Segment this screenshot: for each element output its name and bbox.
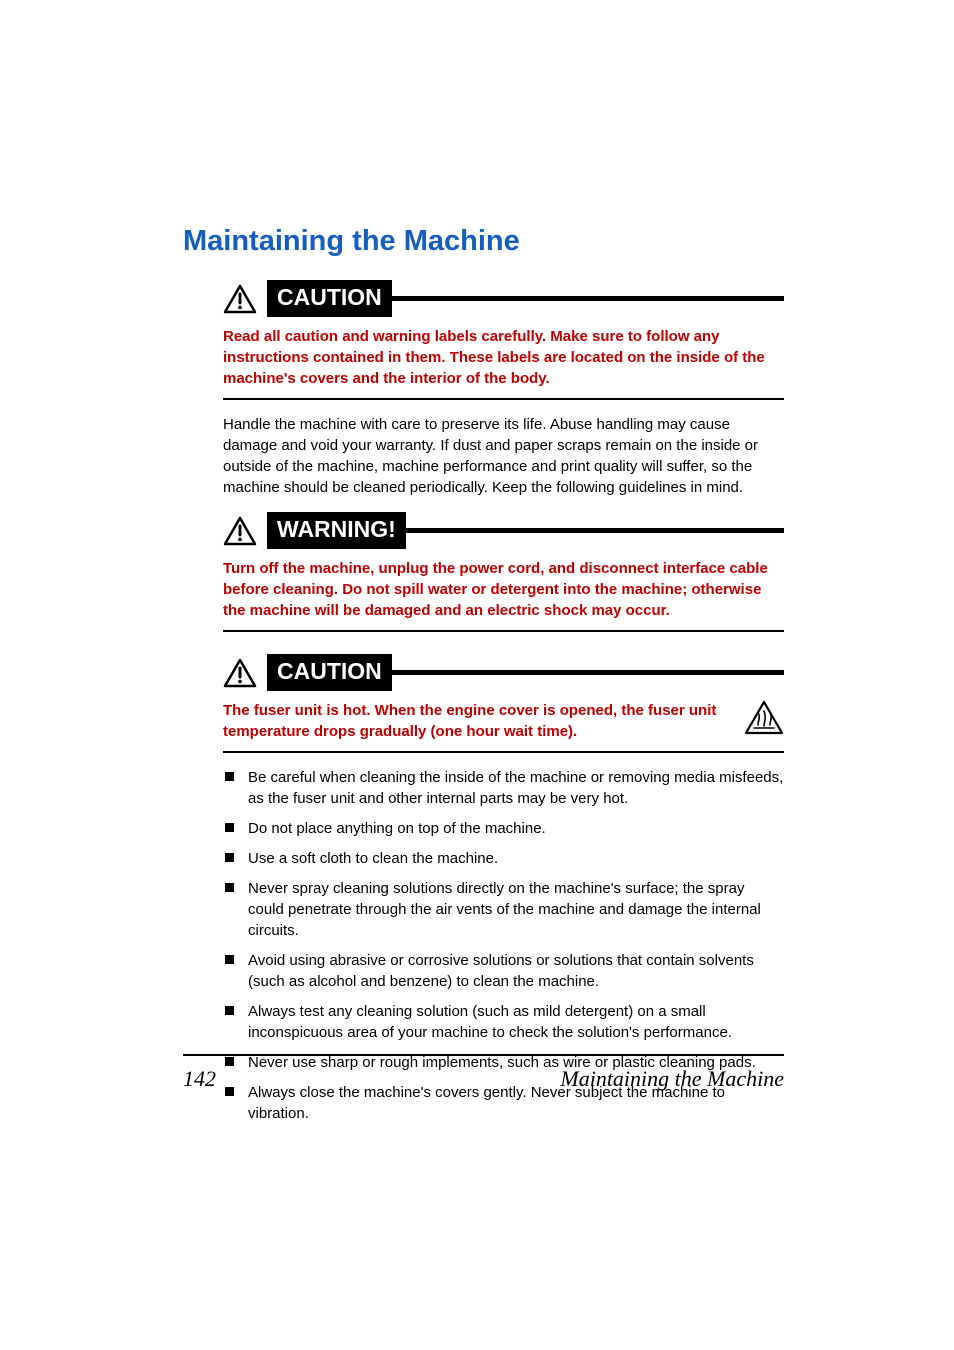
list-item: Never spray cleaning solutions directly … bbox=[223, 878, 784, 941]
caution-triangle-icon bbox=[223, 284, 257, 314]
warning-label: WARNING! bbox=[267, 512, 406, 549]
intro-paragraph: Handle the machine with care to preserve… bbox=[223, 414, 784, 498]
warning-top-rule bbox=[406, 528, 784, 533]
footer-page-number: 142 bbox=[183, 1066, 216, 1092]
footer-line: 142 Maintaining the Machine bbox=[183, 1066, 784, 1092]
spacer bbox=[183, 642, 784, 654]
footer-rule bbox=[183, 1054, 784, 1056]
document-page: Maintaining the Machine CAUTION Read all… bbox=[0, 0, 954, 1350]
warning-block: WARNING! Turn off the machine, unplug th… bbox=[223, 512, 784, 632]
caution-block-1: CAUTION Read all caution and warning lab… bbox=[223, 280, 784, 400]
caution2-body-text: The fuser unit is hot. When the engine c… bbox=[223, 700, 724, 742]
warning-label-shadow: WARNING! bbox=[257, 512, 406, 549]
list-item: Be careful when cleaning the inside of t… bbox=[223, 767, 784, 809]
list-item: Avoid using abrasive or corrosive soluti… bbox=[223, 950, 784, 992]
caution2-top-rule bbox=[392, 670, 784, 675]
caution-body-text: Read all caution and warning labels care… bbox=[223, 326, 784, 389]
list-item: Use a soft cloth to clean the machine. bbox=[223, 848, 784, 869]
page-footer: 142 Maintaining the Machine bbox=[183, 1054, 784, 1092]
footer-section-title: Maintaining the Machine bbox=[560, 1066, 784, 1092]
caution-label-shadow: CAUTION bbox=[257, 280, 392, 317]
caution2-triangle-icon bbox=[223, 658, 257, 688]
hot-surface-icon bbox=[744, 700, 784, 741]
caution-block-2: CAUTION The fuser unit is hot. When the … bbox=[223, 654, 784, 753]
caution-label: CAUTION bbox=[267, 280, 392, 317]
caution-header: CAUTION bbox=[223, 280, 784, 317]
caution2-header: CAUTION bbox=[223, 654, 784, 691]
caution-bottom-rule bbox=[223, 398, 784, 400]
warning-header: WARNING! bbox=[223, 512, 784, 549]
list-item: Always test any cleaning solution (such … bbox=[223, 1001, 784, 1043]
warning-triangle-icon bbox=[223, 516, 257, 546]
caution2-label: CAUTION bbox=[267, 654, 392, 691]
warning-bottom-rule bbox=[223, 630, 784, 632]
warning-body-text: Turn off the machine, unplug the power c… bbox=[223, 558, 784, 621]
caution2-bottom-rule bbox=[223, 751, 784, 753]
page-title: Maintaining the Machine bbox=[183, 225, 784, 258]
caution-top-rule bbox=[392, 296, 784, 301]
list-item: Do not place anything on top of the mach… bbox=[223, 818, 784, 839]
caution2-body-wrap: The fuser unit is hot. When the engine c… bbox=[223, 700, 784, 742]
caution2-label-shadow: CAUTION bbox=[257, 654, 392, 691]
